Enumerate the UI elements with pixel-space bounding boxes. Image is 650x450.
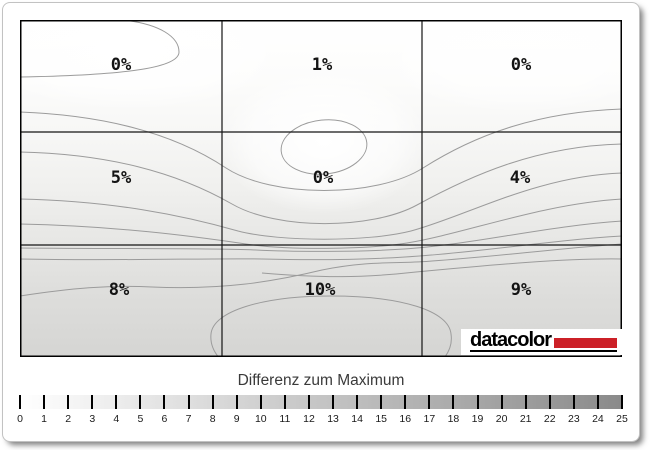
colorbar-tick-mark	[139, 395, 142, 409]
colorbar-tick-label: 14	[351, 413, 363, 425]
plot-border	[20, 20, 622, 357]
colorbar-tick-label: 4	[113, 413, 120, 425]
colorbar-tick-mark	[500, 395, 503, 409]
logo-red-bar	[554, 338, 617, 348]
colorbar-tick-label: 6	[161, 413, 168, 425]
colorbar-tick-label: 22	[543, 413, 556, 425]
colorbar-tick-mark	[19, 395, 21, 409]
colorbar-tick-mark	[187, 395, 190, 409]
colorbar-tick-mark	[380, 395, 383, 409]
cell-value-top-right: 0%	[511, 55, 532, 75]
cell-value-middle-left: 5%	[111, 168, 132, 188]
cell-value-bottom-center: 10%	[305, 280, 336, 300]
colorbar-tick-label: 3	[89, 413, 96, 425]
colorbar-tick-mark	[43, 395, 46, 409]
colorbar-tick-mark	[356, 395, 359, 409]
cell-value-middle-center: 0%	[313, 168, 334, 188]
colorbar-tick-label: 21	[519, 413, 532, 425]
colorbar-tick-label: 15	[375, 413, 388, 425]
datacolor-logo-inner: datacolor	[470, 329, 617, 352]
colorbar-tick-label: 1	[41, 413, 47, 425]
colorbar-tick-mark	[163, 395, 166, 409]
colorbar-tick-label: 20	[495, 413, 508, 425]
colorbar-tick-label: 18	[447, 413, 460, 425]
contour-lines	[20, 20, 622, 357]
cell-value-middle-right: 4%	[510, 168, 531, 188]
colorbar-tick-label: 13	[327, 413, 339, 425]
cell-value-bottom-right: 9%	[511, 280, 532, 300]
colorbar-tick-label: 12	[303, 413, 315, 425]
datacolor-logo: datacolor	[461, 329, 622, 355]
colorbar-tick-label: 17	[423, 413, 436, 425]
colorbar-tick-mark	[524, 395, 527, 409]
colorbar-tick-label: 19	[471, 413, 484, 425]
colorbar-tick-mark	[115, 395, 118, 409]
colorbar-tick-label: 25	[616, 413, 628, 425]
colorbar-tick-mark	[548, 395, 551, 409]
colorbar-tick-mark	[235, 395, 238, 409]
highlight-center	[219, 70, 429, 214]
colorbar-tick-mark	[259, 395, 262, 409]
colorbar: 0 1 2 3 4 5 6 7 8 9 10 11 12 13 14 15 16 17 18 19 20 21 22 23 24…	[17, 395, 628, 429]
colorbar-tick-mark	[91, 395, 94, 409]
cell-value-top-center: 1%	[312, 55, 333, 75]
highlight-top-left	[20, 20, 285, 110]
colorbar-tick-label: 11	[279, 413, 291, 425]
colorbar-tick-mark	[572, 395, 575, 409]
cell-value-top-left: 0%	[111, 55, 132, 75]
colorbar-tick-mark	[596, 395, 599, 409]
colorbar-title: Differenz zum Maximum	[237, 372, 405, 389]
contour-plot-svg: 0% 1% 0% 5% 0% 4% 8% 10% 9%	[20, 20, 622, 357]
colorbar-tick-label: 5	[137, 413, 144, 425]
datacolor-logo-text: datacolor	[470, 329, 552, 351]
highlight-top-right	[380, 20, 622, 113]
cell-value-bottom-left: 8%	[109, 280, 130, 300]
colorbar-tick-label: 7	[185, 413, 192, 425]
uniformity-contour-plot: 0% 1% 0% 5% 0% 4% 8% 10% 9% datacolor	[20, 20, 622, 357]
colorbar-tick-mark	[428, 395, 431, 409]
colorbar-tick-mark	[211, 395, 214, 409]
colorbar-tick-label: 8	[209, 413, 216, 425]
colorbar-tick-label: 10	[254, 413, 267, 425]
colorbar-tick-label: 9	[233, 413, 240, 425]
grid-lines	[20, 20, 622, 357]
colorbar-tick-mark	[67, 395, 70, 409]
colorbar-tick-label: 16	[399, 413, 412, 425]
screenshot-frame: 0% 1% 0% 5% 0% 4% 8% 10% 9% datacolor Di…	[2, 2, 640, 442]
colorbar-tick-mark	[283, 395, 286, 409]
colorbar-tick-label: 2	[65, 413, 72, 425]
colorbar-tick-label: 0	[17, 413, 23, 425]
colorbar-tick-label: 23	[567, 413, 580, 425]
colorbar-gradient	[20, 395, 622, 409]
colorbar-tick-mark	[332, 395, 335, 409]
colorbar-tick-mark	[404, 395, 407, 409]
colorbar-tick-mark	[476, 395, 479, 409]
colorbar-tick-mark	[452, 395, 455, 409]
colorbar-tick-mark	[621, 395, 623, 409]
colorbar-tick-label: 24	[592, 413, 604, 425]
colorbar-tick-mark	[307, 395, 310, 409]
